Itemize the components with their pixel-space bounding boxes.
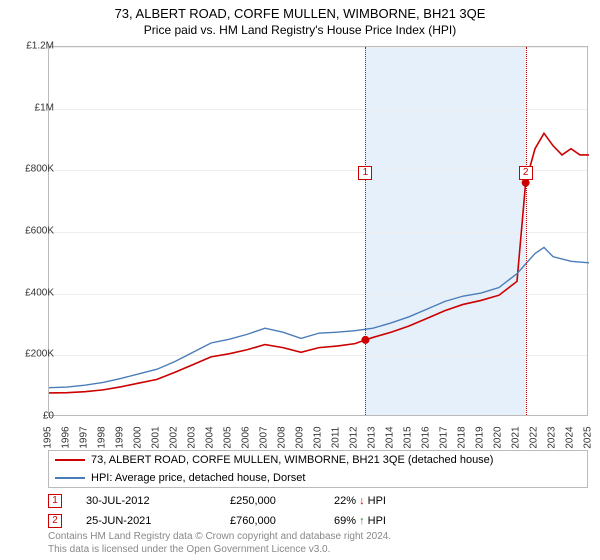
x-axis-label: 2008 [277, 426, 288, 448]
x-axis-label: 2006 [241, 426, 252, 448]
x-axis-label: 2015 [403, 426, 414, 448]
sale-date: 25-JUN-2021 [86, 515, 226, 527]
y-axis-label: £800K [25, 164, 54, 175]
footer-line-2: This data is licensed under the Open Gov… [48, 543, 391, 556]
legend-swatch [55, 477, 85, 479]
y-axis-label: £1.2M [26, 41, 54, 52]
x-axis-label: 1996 [61, 426, 72, 448]
x-axis-label: 2019 [475, 426, 486, 448]
sale-date: 30-JUL-2012 [86, 495, 226, 507]
legend-swatch [55, 459, 85, 461]
event-marker-1: 1 [358, 166, 372, 180]
y-axis-label: £1M [35, 102, 54, 113]
y-axis-label: £0 [43, 411, 54, 422]
x-axis-label: 2004 [205, 426, 216, 448]
x-axis-label: 2017 [439, 426, 450, 448]
x-axis-label: 2023 [547, 426, 558, 448]
x-axis-label: 1997 [79, 426, 90, 448]
footer-attribution: Contains HM Land Registry data © Crown c… [48, 530, 391, 556]
y-axis-label: £600K [25, 226, 54, 237]
x-axis-label: 2021 [511, 426, 522, 448]
x-axis-label: 2007 [259, 426, 270, 448]
series-property [49, 133, 589, 393]
x-axis-label: 2018 [457, 426, 468, 448]
x-axis-label: 1999 [115, 426, 126, 448]
x-axis-label: 2005 [223, 426, 234, 448]
x-axis-label: 2016 [421, 426, 432, 448]
sale-marker: 2 [48, 514, 62, 528]
chart-title: 73, ALBERT ROAD, CORFE MULLEN, WIMBORNE,… [0, 0, 600, 21]
chart-svg [49, 47, 587, 415]
sale-row-1: 1 30-JUL-2012 £250,000 22% ↓ HPI [48, 494, 588, 508]
y-axis-label: £200K [25, 349, 54, 360]
x-axis-label: 2022 [529, 426, 540, 448]
footer-line-1: Contains HM Land Registry data © Crown c… [48, 530, 391, 543]
x-axis-label: 2001 [151, 426, 162, 448]
legend-item: 73, ALBERT ROAD, CORFE MULLEN, WIMBORNE,… [49, 451, 587, 469]
sale-pct: 22% ↓ HPI [334, 495, 386, 507]
legend-label: 73, ALBERT ROAD, CORFE MULLEN, WIMBORNE,… [91, 454, 493, 466]
x-axis-label: 2011 [331, 427, 342, 449]
y-axis-label: £400K [25, 287, 54, 298]
legend-box: 73, ALBERT ROAD, CORFE MULLEN, WIMBORNE,… [48, 450, 588, 488]
x-axis-label: 2000 [133, 426, 144, 448]
sale-pct: 69% ↑ HPI [334, 515, 386, 527]
x-axis-label: 2025 [583, 426, 594, 448]
x-axis-label: 1995 [43, 426, 54, 448]
chart-subtitle: Price paid vs. HM Land Registry's House … [0, 21, 600, 41]
event-marker-2: 2 [519, 166, 533, 180]
x-axis-label: 2014 [385, 426, 396, 448]
x-axis-label: 2010 [313, 426, 324, 448]
x-axis-label: 1998 [97, 426, 108, 448]
legend-item: HPI: Average price, detached house, Dors… [49, 469, 587, 487]
x-axis-label: 2020 [493, 426, 504, 448]
x-axis-label: 2003 [187, 426, 198, 448]
x-axis-label: 2002 [169, 426, 180, 448]
sale-price: £760,000 [230, 515, 330, 527]
x-axis-label: 2009 [295, 426, 306, 448]
x-axis-label: 2012 [349, 426, 360, 448]
x-axis-label: 2013 [367, 426, 378, 448]
legend-label: HPI: Average price, detached house, Dors… [91, 472, 305, 484]
chart-plot-area: 12 [48, 46, 588, 416]
sale-row-2: 2 25-JUN-2021 £760,000 69% ↑ HPI [48, 514, 588, 528]
event-line [365, 47, 366, 415]
series-hpi [49, 247, 589, 387]
x-axis-label: 2024 [565, 426, 576, 448]
sale-price: £250,000 [230, 495, 330, 507]
event-line [526, 47, 527, 415]
sale-marker: 1 [48, 494, 62, 508]
